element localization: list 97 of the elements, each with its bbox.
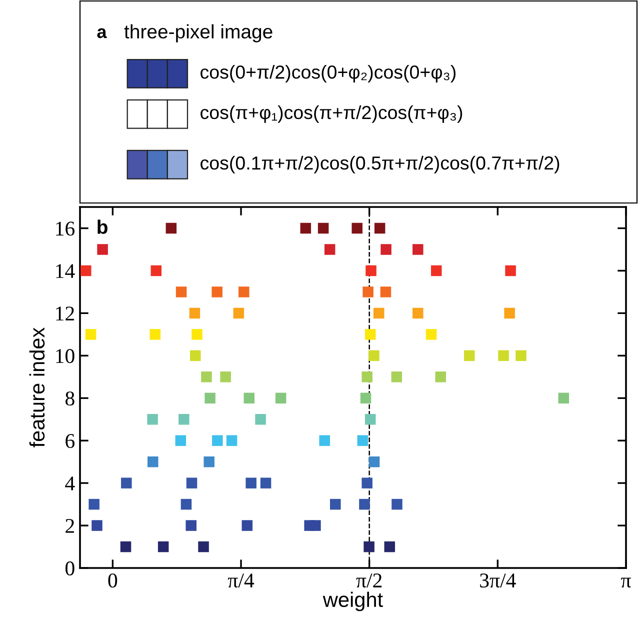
y-tick-label: 12 (56, 306, 74, 320)
point (158, 541, 169, 552)
point (92, 520, 102, 531)
text: three-pixel image (124, 24, 272, 42)
point (384, 541, 396, 552)
point (186, 520, 196, 531)
point (364, 329, 376, 340)
point (300, 222, 312, 234)
point (391, 372, 402, 382)
point (318, 222, 329, 234)
text: a (97, 28, 107, 38)
y-tick-label: 4 (65, 476, 75, 490)
point (374, 222, 386, 234)
point (426, 329, 437, 340)
point (204, 456, 214, 468)
point (178, 414, 190, 425)
point (330, 498, 341, 510)
y-tick-label: 14 (56, 264, 75, 278)
point (80, 265, 92, 276)
point (212, 435, 223, 446)
point (558, 392, 570, 404)
point (190, 350, 201, 362)
point (175, 435, 186, 446)
point (147, 414, 158, 425)
text: cos(0.1π+π/2)cos(0.5π+π/2)cos(0.7π+π/2) (200, 156, 560, 174)
point (368, 350, 380, 362)
point (120, 541, 132, 552)
point (238, 286, 250, 298)
point (498, 350, 509, 362)
point (226, 435, 238, 446)
point (324, 244, 336, 255)
point (359, 498, 370, 510)
y-axis-title: feature index (29, 327, 45, 448)
point (364, 541, 374, 552)
x-tick-label: 0 (108, 573, 118, 588)
y-tick-label: 16 (56, 222, 75, 236)
point (201, 372, 212, 382)
point (504, 308, 515, 319)
point (505, 265, 516, 276)
point (310, 520, 321, 531)
point (150, 265, 162, 276)
point (147, 456, 158, 468)
point (88, 498, 100, 510)
point (368, 456, 380, 468)
x-tick-label: 3π/4 (480, 574, 516, 588)
point (412, 308, 424, 319)
point (319, 435, 330, 446)
x-tick-label: π/4 (228, 574, 254, 588)
point (166, 222, 177, 234)
point (220, 372, 231, 382)
point (212, 286, 222, 298)
x-tick-label: π/2 (356, 574, 382, 588)
point (364, 414, 376, 425)
point (189, 308, 200, 319)
point (186, 478, 198, 488)
point (85, 329, 96, 340)
point (246, 478, 256, 488)
text: cos(π+φ₁)cos(π+π/2)cos(π+φ₃) (200, 105, 462, 123)
point (392, 498, 402, 510)
y-tick-label: 2 (66, 518, 74, 533)
point (97, 244, 108, 255)
point (255, 414, 266, 425)
point (362, 286, 374, 298)
point (260, 478, 272, 488)
y-tick-label: 10 (56, 349, 74, 364)
y-tick-label: 0 (66, 561, 74, 576)
y-tick-label: 6 (66, 434, 75, 448)
point (121, 478, 132, 488)
x-tick-label: π (621, 578, 631, 588)
point (412, 244, 424, 255)
point (380, 244, 392, 255)
text: cos(0+π/2)cos(0+φ₂)cos(0+φ₃) (200, 64, 456, 82)
y-tick-label: 8 (66, 391, 74, 406)
point (373, 308, 384, 319)
point (192, 329, 202, 340)
point (204, 392, 216, 404)
point (357, 435, 368, 446)
point (362, 372, 372, 382)
point (464, 350, 475, 362)
point (180, 498, 192, 510)
point (360, 392, 372, 404)
point (430, 265, 442, 276)
point (366, 265, 376, 276)
point (242, 520, 253, 531)
point (198, 541, 209, 552)
point (380, 286, 392, 298)
point (176, 286, 187, 298)
point (233, 308, 244, 319)
annotation: b (98, 220, 108, 234)
point (352, 222, 362, 234)
point (516, 350, 526, 362)
point (244, 392, 254, 404)
point (275, 392, 286, 404)
point (150, 329, 161, 340)
x-axis-title: weight (322, 592, 383, 612)
point (362, 478, 372, 488)
point (435, 372, 446, 382)
